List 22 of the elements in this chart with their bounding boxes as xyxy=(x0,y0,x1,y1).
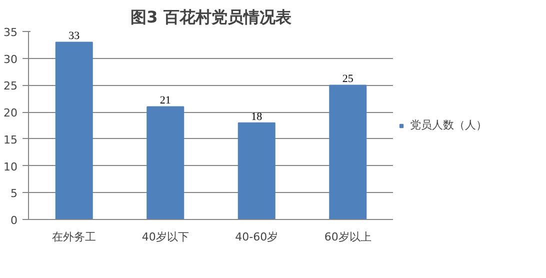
y-tick-label: 0 xyxy=(10,214,18,227)
y-tick-label: 20 xyxy=(4,106,18,120)
data-label: 18 xyxy=(251,110,263,123)
x-tick-label: 在外务工 xyxy=(52,230,96,244)
x-tick-label: 60岁以上 xyxy=(324,230,372,244)
x-tick-label: 40岁以下 xyxy=(142,230,189,244)
bar xyxy=(146,106,184,220)
y-tick-label: 35 xyxy=(4,26,18,39)
y-tick-label: 5 xyxy=(10,187,18,200)
data-label: 25 xyxy=(342,73,354,86)
y-tick-label: 15 xyxy=(4,133,18,146)
y-tick-label: 30 xyxy=(4,52,18,66)
bar xyxy=(329,84,367,220)
bar xyxy=(55,42,93,220)
chart-title: 图3 百花村党员情况表 xyxy=(130,8,292,26)
legend-label: 党员人数（人） xyxy=(410,118,487,132)
y-tick-label: 10 xyxy=(4,160,18,174)
x-tick-label: 40-60岁 xyxy=(235,230,278,244)
bar xyxy=(238,122,276,220)
y-tick-label: 25 xyxy=(4,80,18,93)
data-label: 21 xyxy=(160,94,171,107)
data-label: 33 xyxy=(68,30,80,42)
